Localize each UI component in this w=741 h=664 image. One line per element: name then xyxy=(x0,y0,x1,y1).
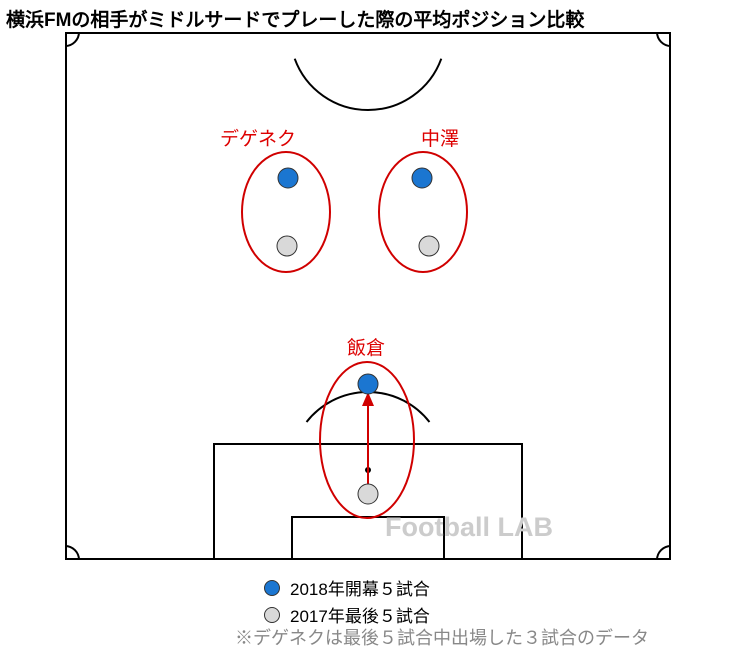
player-label: 中澤 xyxy=(421,128,459,150)
marker-2017 xyxy=(358,484,378,504)
marker-2017 xyxy=(277,236,297,256)
watermark-text: Football LAB xyxy=(385,512,553,542)
legend-row-2018: 2018年開幕５試合 xyxy=(264,575,430,600)
player-label: 飯倉 xyxy=(347,337,385,359)
marker-2017 xyxy=(419,236,439,256)
legend-marker-2018 xyxy=(264,580,280,596)
player-label: デゲネク xyxy=(220,128,296,150)
marker-2018 xyxy=(412,168,432,188)
pitch-diagram: Football LAB デゲネク 中澤飯倉 xyxy=(65,32,671,560)
legend-label-2018: 2018年開幕５試合 xyxy=(290,575,430,600)
footnote: ※デゲネクは最後５試合中出場した３試合のデータ xyxy=(235,624,649,650)
legend-marker-2017 xyxy=(264,607,280,623)
players-layer: デゲネク 中澤飯倉 xyxy=(220,128,467,518)
marker-2018 xyxy=(278,168,298,188)
chart-title: 横浜FMの相手がミドルサードでプレーした際の平均ポジション比較 xyxy=(6,5,584,32)
legend: 2018年開幕５試合 2017年最後５試合 xyxy=(264,573,430,629)
marker-2018 xyxy=(358,374,378,394)
